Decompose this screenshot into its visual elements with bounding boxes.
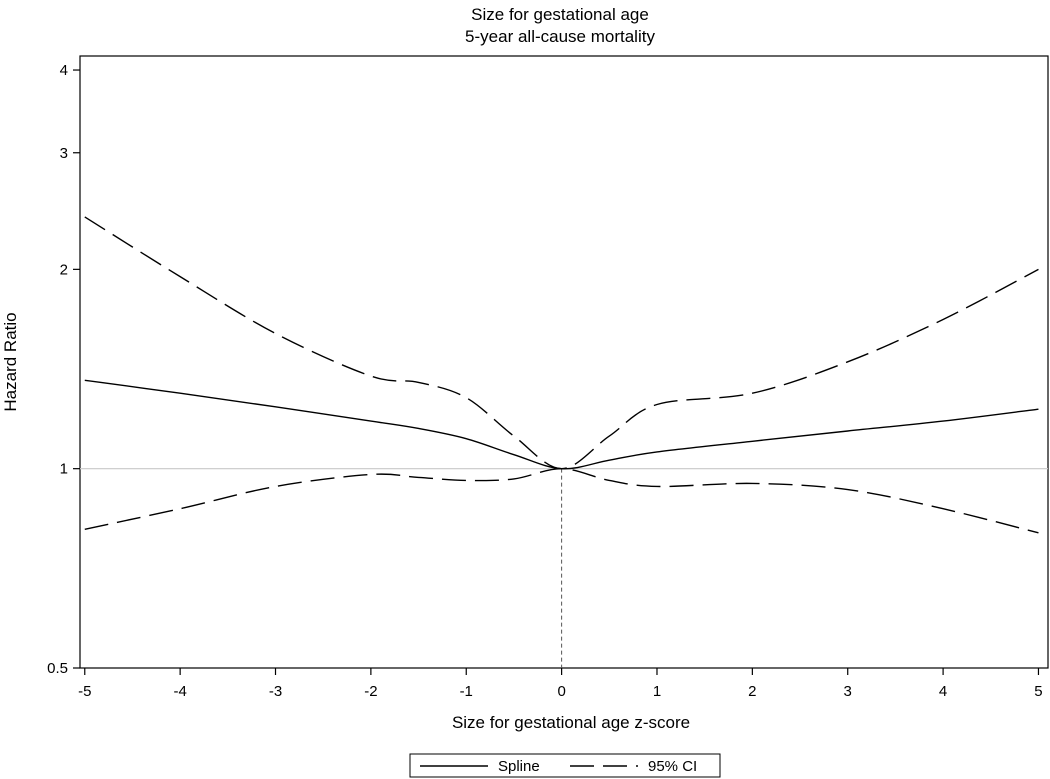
x-tick-label: 5 — [1034, 683, 1042, 700]
series-line-ci-lower — [84, 467, 1039, 534]
x-tick-label: 1 — [653, 683, 661, 700]
y-tick-label: 1 — [60, 461, 68, 478]
x-tick-label: -1 — [460, 683, 473, 700]
legend-box — [409, 753, 721, 778]
x-tick-label: -3 — [269, 683, 282, 700]
chart-subtitle: 5-year all-cause mortality — [465, 27, 655, 46]
chart-title: Size for gestational age — [471, 5, 649, 24]
series-line-spline — [84, 379, 1039, 470]
y-tick-label: 0.5 — [47, 660, 68, 677]
y-tick-label: 2 — [60, 261, 68, 278]
legend: Spline 95% CI — [409, 753, 721, 778]
x-tick-label: 0 — [557, 683, 565, 700]
x-tick-label: 2 — [748, 683, 756, 700]
y-axis: 0.5 1 2 3 4 — [47, 62, 80, 677]
plot-frame — [79, 55, 1049, 669]
x-tick-label: 3 — [844, 683, 852, 700]
x-tick-label: -2 — [364, 683, 377, 700]
series-layer — [84, 216, 1039, 534]
x-tick-label: -5 — [78, 683, 91, 700]
x-axis: -5 -4 -3 -2 -1 0 1 2 3 4 5 — [78, 668, 1043, 700]
plot-area — [79, 55, 1049, 669]
x-tick-label: -4 — [173, 683, 186, 700]
legend-label-spline: Spline — [498, 758, 540, 775]
y-tick-label: 4 — [60, 62, 68, 79]
x-tick-label: 4 — [939, 683, 947, 700]
legend-label-ci: 95% CI — [648, 758, 697, 775]
x-axis-label: Size for gestational age z-score — [452, 713, 690, 732]
y-tick-label: 3 — [60, 145, 68, 162]
y-axis-label: Hazard Ratio — [1, 312, 20, 411]
series-line-ci-upper — [84, 216, 1039, 470]
